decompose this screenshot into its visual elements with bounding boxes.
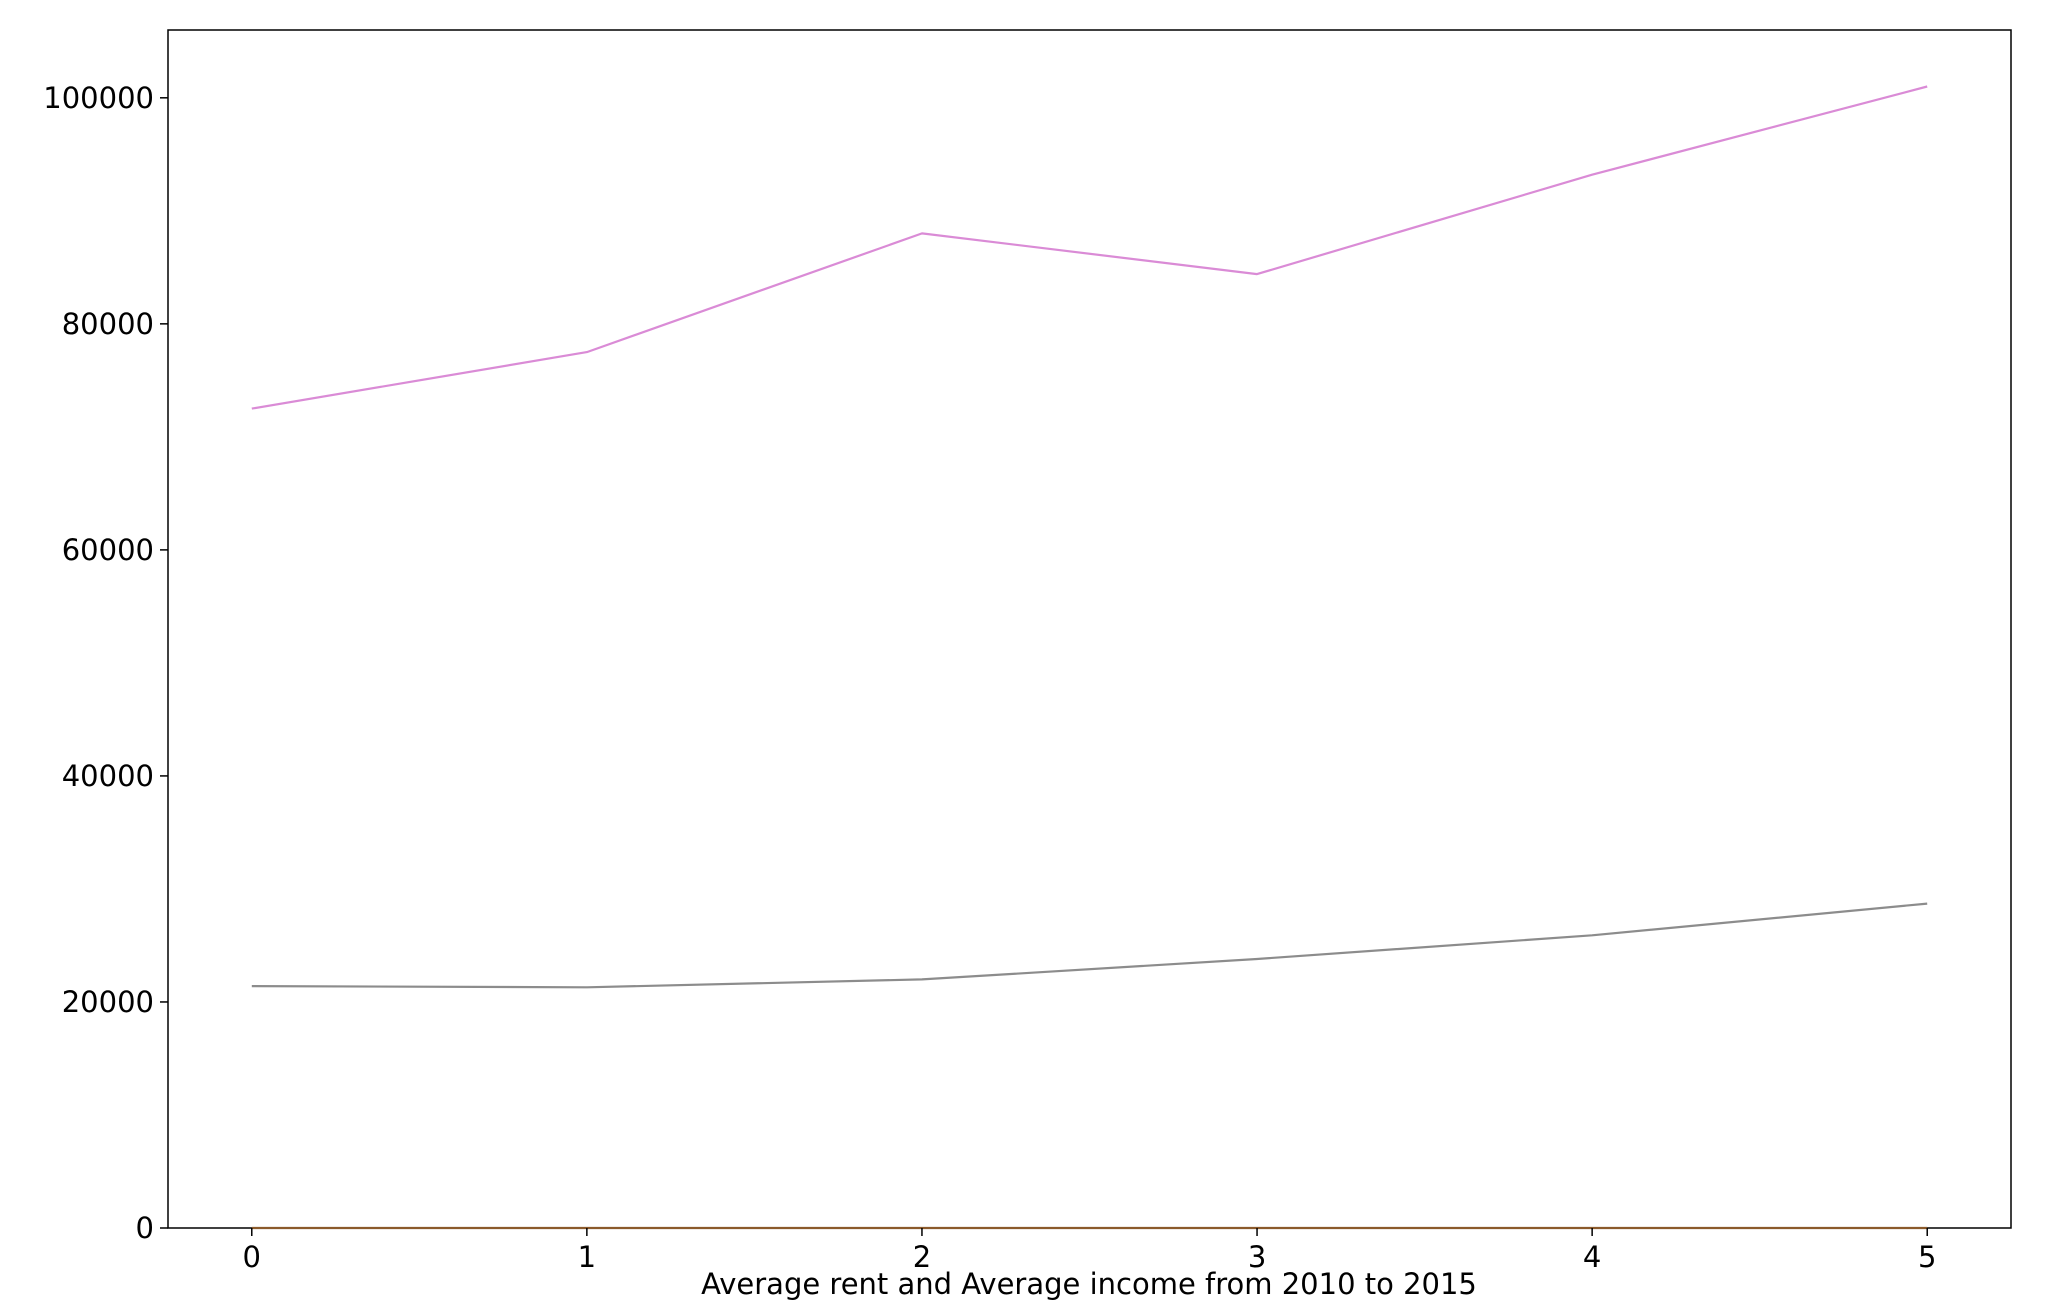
y-tick-label: 40000	[62, 759, 154, 793]
plot-frame	[167, 29, 2012, 1229]
y-tick-label: 100000	[43, 81, 154, 115]
y-tick-label: 0	[136, 1211, 154, 1245]
x-axis: 0 1 2 3 4 5	[243, 1228, 1936, 1274]
series-line-2	[251, 902, 1928, 989]
y-axis: 0 20000 40000 60000 80000 100000	[43, 81, 168, 1245]
x-tick-label: 5	[1918, 1240, 1936, 1274]
x-tick-label: 2	[913, 1240, 931, 1274]
y-tick-label: 60000	[62, 533, 154, 567]
series-layer	[251, 85, 1928, 1230]
series-line-1	[251, 85, 1928, 410]
y-tick-label: 80000	[62, 307, 154, 341]
x-axis-label: Average rent and Average income from 201…	[701, 1267, 1477, 1301]
x-tick-label: 3	[1248, 1240, 1266, 1274]
x-tick-label: 0	[243, 1240, 261, 1274]
x-tick-label: 1	[578, 1240, 596, 1274]
x-tick-label: 4	[1583, 1240, 1601, 1274]
y-tick-label: 20000	[62, 985, 154, 1019]
